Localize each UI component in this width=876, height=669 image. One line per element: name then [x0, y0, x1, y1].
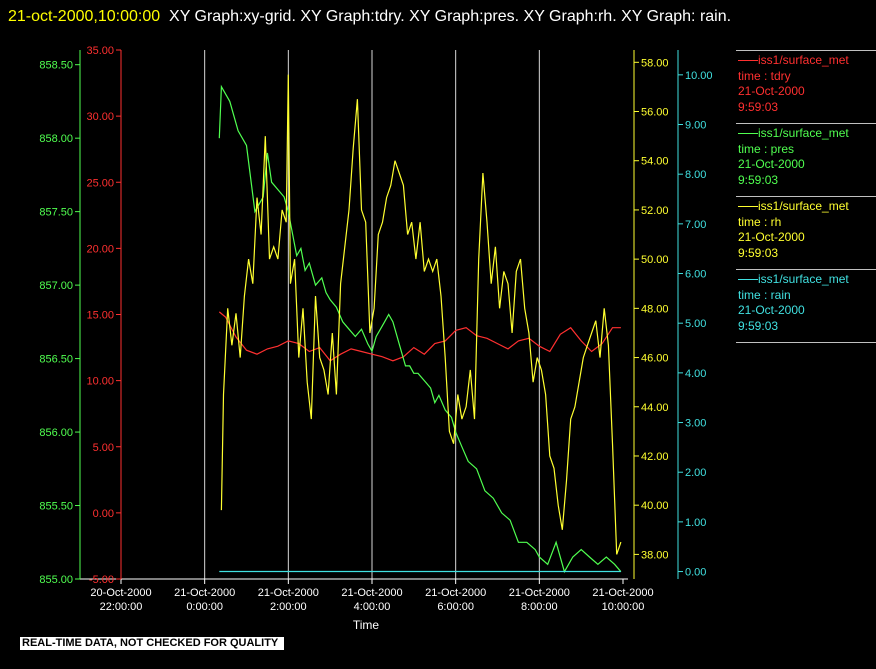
y-tick-label-rh: 50.00	[641, 254, 669, 266]
y-tick-label-rh: 52.00	[641, 205, 669, 217]
legend-swatch	[738, 133, 758, 135]
y-tick-label-tdry: 20.00	[86, 243, 114, 255]
y-tick-label-tdry: 25.00	[86, 177, 114, 189]
y-tick-label-rain: 4.00	[685, 368, 706, 380]
y-tick-label-tdry: 10.00	[86, 376, 114, 388]
y-tick-label-rain: 1.00	[685, 517, 706, 529]
y-tick-label-rh: 54.00	[641, 156, 669, 168]
legend-swatch	[738, 206, 758, 208]
x-tick-label-time: 2:00:00	[270, 601, 307, 613]
y-tick-label-pres: 856.00	[39, 427, 73, 439]
x-tick-label-date: 21-Oct-2000	[592, 587, 653, 599]
legend-source: iss1/surface_met	[758, 53, 849, 67]
graph-header: 21-oct-2000,10:00:00 XY Graph:xy-grid. X…	[8, 3, 868, 30]
y-tick-label-rh: 46.00	[641, 353, 669, 365]
legend-field: time : pres	[738, 141, 795, 156]
y-tick-label-rain: 10.00	[685, 70, 713, 82]
y-tick-label-rh: 58.00	[641, 57, 669, 69]
x-tick-label-time: 0:00:00	[186, 601, 223, 613]
y-tick-label-tdry: -5.00	[89, 574, 114, 586]
legend-field: time : tdry	[738, 68, 791, 83]
y-tick-label-rain: 8.00	[685, 169, 706, 181]
legend-date: 21-Oct-2000	[738, 230, 805, 244]
legend-source: iss1/surface_met	[758, 199, 849, 213]
y-tick-label-pres: 856.50	[39, 354, 73, 366]
y-tick-label-pres: 857.50	[39, 207, 73, 219]
x-tick-label-time: 8:00:00	[521, 601, 558, 613]
x-tick-label-date: 21-Oct-2000	[258, 587, 319, 599]
y-tick-label-pres: 857.00	[39, 280, 73, 292]
x-tick-label-time: 10:00:00	[602, 601, 645, 613]
y-tick-label-rain: 0.00	[685, 567, 706, 579]
header-timestamp: 21-oct-2000,10:00:00	[8, 8, 161, 25]
x-tick-label-date: 21-Oct-2000	[174, 587, 235, 599]
header-title: XY Graph:xy-grid. XY Graph:tdry. XY Grap…	[169, 8, 732, 25]
legend-time: 9:59:03	[738, 99, 779, 114]
y-tick-label-rh: 44.00	[641, 402, 669, 414]
y-tick-label-rain: 2.00	[685, 467, 706, 479]
x-tick-label-time: 6:00:00	[437, 601, 474, 613]
y-tick-label-rain: 3.00	[685, 418, 706, 430]
legend-date: 21-Oct-2000	[738, 303, 805, 317]
legend-item-rh[interactable]: iss1/surface_met time : rh 21-Oct-2000 9…	[736, 196, 876, 269]
y-tick-label-rh: 40.00	[641, 500, 669, 512]
y-tick-label-rain: 6.00	[685, 269, 706, 281]
quality-notice: REAL-TIME DATA, NOT CHECKED FOR QUALITY	[20, 637, 285, 650]
y-tick-label-pres: 855.00	[39, 574, 73, 586]
series-line-pres	[218, 84, 622, 574]
y-tick-label-rain: 5.00	[685, 318, 706, 330]
legend-time: 9:59:03	[738, 318, 779, 333]
y-tick-label-rh: 38.00	[641, 549, 669, 561]
series-line-tdry	[218, 311, 621, 362]
y-tick-label-tdry: 5.00	[93, 442, 114, 454]
y-tick-label-tdry: 15.00	[86, 310, 114, 322]
y-tick-label-pres: 855.50	[39, 501, 73, 513]
y-tick-label-rh: 42.00	[641, 451, 669, 463]
y-tick-label-rh: 48.00	[641, 303, 669, 315]
legend-date: 21-Oct-2000	[738, 84, 805, 98]
legend-source: iss1/surface_met	[758, 126, 849, 140]
legend-time: 9:59:03	[738, 245, 779, 260]
x-tick-label-time: 22:00:00	[100, 601, 143, 613]
y-tick-label-pres: 858.00	[39, 133, 73, 145]
legend: iss1/surface_met time : tdry 21-Oct-2000…	[736, 50, 876, 343]
legend-item-pres[interactable]: iss1/surface_met time : pres 21-Oct-2000…	[736, 123, 876, 196]
y-tick-label-rh: 56.00	[641, 107, 669, 119]
series-line-rh	[220, 74, 622, 555]
legend-time: 9:59:03	[738, 172, 779, 187]
legend-item-rain[interactable]: iss1/surface_met time : rain 21-Oct-2000…	[736, 269, 876, 343]
legend-field: time : rh	[738, 214, 782, 229]
legend-swatch	[738, 279, 758, 281]
y-tick-label-pres: 858.50	[39, 60, 73, 72]
y-tick-label-tdry: 0.00	[93, 508, 114, 520]
legend-source: iss1/surface_met	[758, 272, 849, 286]
y-tick-label-rain: 9.00	[685, 120, 706, 132]
legend-date: 21-Oct-2000	[738, 157, 805, 171]
x-tick-label-date: 21-Oct-2000	[425, 587, 486, 599]
legend-swatch	[738, 60, 758, 62]
x-tick-label-date: 21-Oct-2000	[509, 587, 570, 599]
x-tick-label-time: 4:00:00	[354, 601, 391, 613]
x-tick-label-date: 21-Oct-2000	[341, 587, 402, 599]
y-tick-label-tdry: 35.00	[86, 45, 114, 57]
x-axis-label: Time	[353, 618, 380, 632]
x-tick-label-date: 20-Oct-2000	[90, 587, 151, 599]
y-tick-label-tdry: 30.00	[86, 111, 114, 123]
y-tick-label-rain: 7.00	[685, 219, 706, 231]
legend-field: time : rain	[738, 287, 791, 302]
legend-item-tdry[interactable]: iss1/surface_met time : tdry 21-Oct-2000…	[736, 50, 876, 123]
